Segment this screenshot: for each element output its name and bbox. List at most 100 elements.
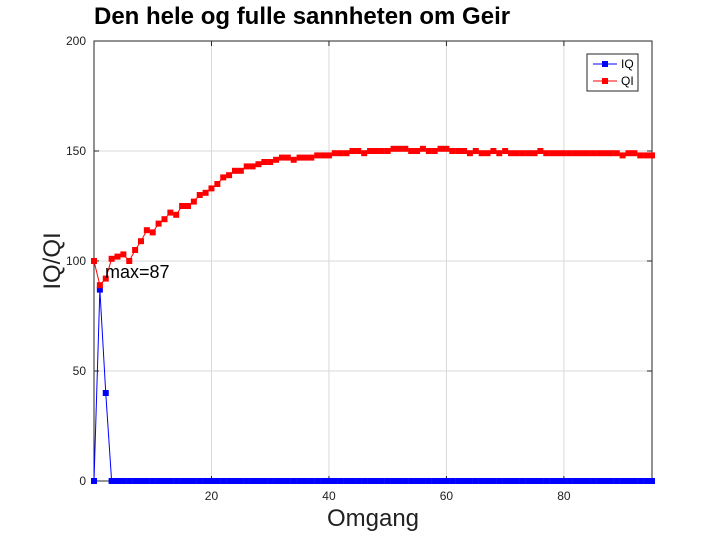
data-point-iq (120, 478, 127, 484)
data-point-iq (508, 478, 515, 484)
data-point-iq (361, 478, 368, 484)
data-point-qi (513, 150, 520, 157)
data-point-iq (390, 478, 397, 484)
data-point-qi (637, 152, 644, 159)
data-point-iq (466, 478, 473, 484)
data-point-iq (137, 478, 144, 484)
data-point-iq (179, 478, 186, 484)
data-point-qi (607, 150, 614, 157)
data-point-qi (149, 229, 156, 236)
data-point-qi (649, 152, 655, 159)
data-point-qi (132, 247, 139, 253)
data-point-iq (590, 478, 597, 484)
data-point-qi (137, 238, 144, 245)
data-point-qi (361, 150, 368, 157)
data-point-qi (255, 161, 262, 168)
data-point-qi (619, 152, 626, 159)
data-point-iq (443, 478, 450, 484)
data-point-qi (443, 145, 450, 152)
data-point-iq (414, 478, 421, 484)
y-tick-label: 100 (66, 254, 86, 268)
data-point-iq (537, 478, 544, 484)
data-point-iq (396, 478, 403, 484)
chart-title: Den hele og fulle sannheten om Geir (94, 3, 510, 30)
data-point-iq (566, 478, 573, 484)
data-point-iq (355, 478, 362, 484)
data-point-qi (284, 154, 291, 161)
data-point-iq (237, 478, 244, 484)
data-point-qi (372, 148, 379, 154)
legend-label-qi: QI (621, 74, 634, 88)
data-point-iq (513, 478, 520, 484)
data-point-qi (631, 150, 638, 157)
data-point-qi (419, 145, 426, 152)
y-tick-label: 200 (66, 34, 86, 48)
y-axis-label: IQ/QI (39, 232, 66, 289)
data-point-iq (643, 478, 650, 484)
data-point-iq (132, 478, 139, 484)
data-point-qi (584, 150, 591, 157)
data-point-iq (555, 478, 562, 484)
legend-marker-iq (602, 61, 608, 67)
data-point-qi (231, 167, 238, 174)
data-point-qi (343, 150, 350, 157)
data-point-iq (419, 478, 426, 484)
data-point-iq (631, 478, 638, 484)
data-point-qi (91, 258, 97, 264)
data-point-qi (349, 148, 356, 154)
x-tick-label: 20 (205, 489, 219, 503)
data-point-iq (167, 478, 174, 484)
data-point-iq (290, 478, 297, 484)
data-point-iq (184, 478, 191, 484)
data-point-qi (431, 148, 438, 154)
data-point-qi (308, 154, 315, 161)
data-point-qi (143, 227, 150, 234)
data-point-iq (208, 478, 215, 484)
data-point-iq (372, 478, 379, 484)
data-point-iq (284, 478, 291, 484)
data-point-qi (208, 185, 215, 192)
data-point-iq (596, 478, 603, 484)
data-point-iq (190, 478, 197, 484)
x-axis: 20 40 60 80 (205, 41, 571, 503)
data-point-iq (202, 478, 209, 484)
data-point-qi (572, 150, 579, 157)
data-point-iq (337, 478, 344, 484)
data-point-qi (519, 150, 526, 157)
data-point-iq (549, 478, 556, 484)
data-point-iq (637, 478, 644, 484)
data-point-iq (560, 478, 567, 484)
data-point-qi (296, 154, 303, 161)
data-point-qi (184, 203, 191, 209)
y-tick-label: 0 (79, 474, 86, 488)
data-point-qi (449, 148, 456, 154)
data-point-qi (261, 159, 268, 165)
data-point-qi (590, 150, 597, 157)
data-point-qi (267, 159, 274, 165)
data-point-iq (455, 478, 462, 484)
data-point-iq (543, 478, 550, 484)
data-point-qi (320, 152, 327, 159)
data-point-iq (226, 478, 233, 484)
data-point-iq (484, 478, 491, 484)
data-point-qi (325, 152, 332, 159)
data-point-qi (414, 148, 421, 154)
max-annotation: max=87 (105, 262, 170, 282)
data-point-iq (607, 478, 614, 484)
data-point-qi (496, 150, 503, 157)
data-point-iq (472, 478, 479, 484)
data-point-qi (290, 156, 297, 163)
data-point-qi (402, 145, 409, 152)
data-point-iq (625, 478, 632, 484)
data-point-iq (161, 478, 168, 484)
data-point-qi (537, 148, 544, 154)
data-point-qi (226, 172, 233, 179)
data-point-qi (249, 163, 256, 170)
data-series (91, 145, 655, 484)
data-point-qi (555, 150, 562, 157)
data-point-qi (243, 163, 250, 170)
data-point-iq (243, 478, 250, 484)
data-point-qi (314, 152, 321, 159)
data-point-qi (461, 148, 468, 154)
data-point-iq (296, 478, 303, 484)
